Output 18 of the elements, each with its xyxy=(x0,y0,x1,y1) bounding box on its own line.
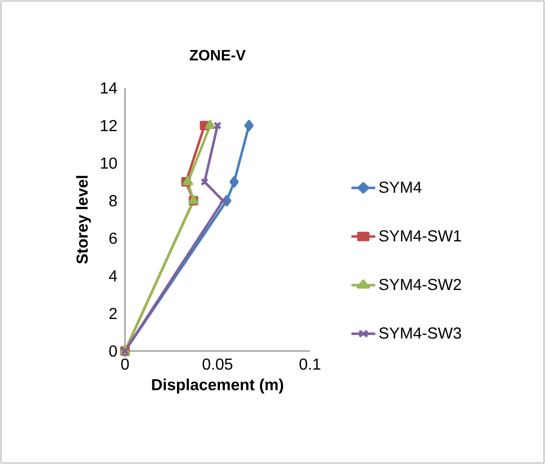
y-tick-label: 12 xyxy=(100,120,117,132)
chart-title: ZONE-V xyxy=(190,50,246,60)
y-axis-title: Storey level xyxy=(76,176,91,264)
legend-label: SYM4-SW1 xyxy=(379,230,461,242)
y-tick-label: 0 xyxy=(109,345,117,357)
x-tick-label: 0.1 xyxy=(300,358,320,370)
y-tick-label: 10 xyxy=(100,157,117,169)
y-tick-label: 6 xyxy=(109,232,117,244)
x-tick-label: 0 xyxy=(121,358,129,370)
y-tick-label: 14 xyxy=(100,82,118,94)
legend-label: SYM4-SW2 xyxy=(379,278,461,290)
y-tick-label: 8 xyxy=(109,195,117,206)
x-axis-title: Displacement (m) xyxy=(152,378,284,394)
legend-label: SYM4-SW3 xyxy=(379,327,462,339)
y-tick-label: 4 xyxy=(108,270,118,282)
x-tick-label: 0.05 xyxy=(202,358,232,370)
y-tick-label: 2 xyxy=(109,308,117,319)
legend-label: SYM4 xyxy=(379,182,422,193)
